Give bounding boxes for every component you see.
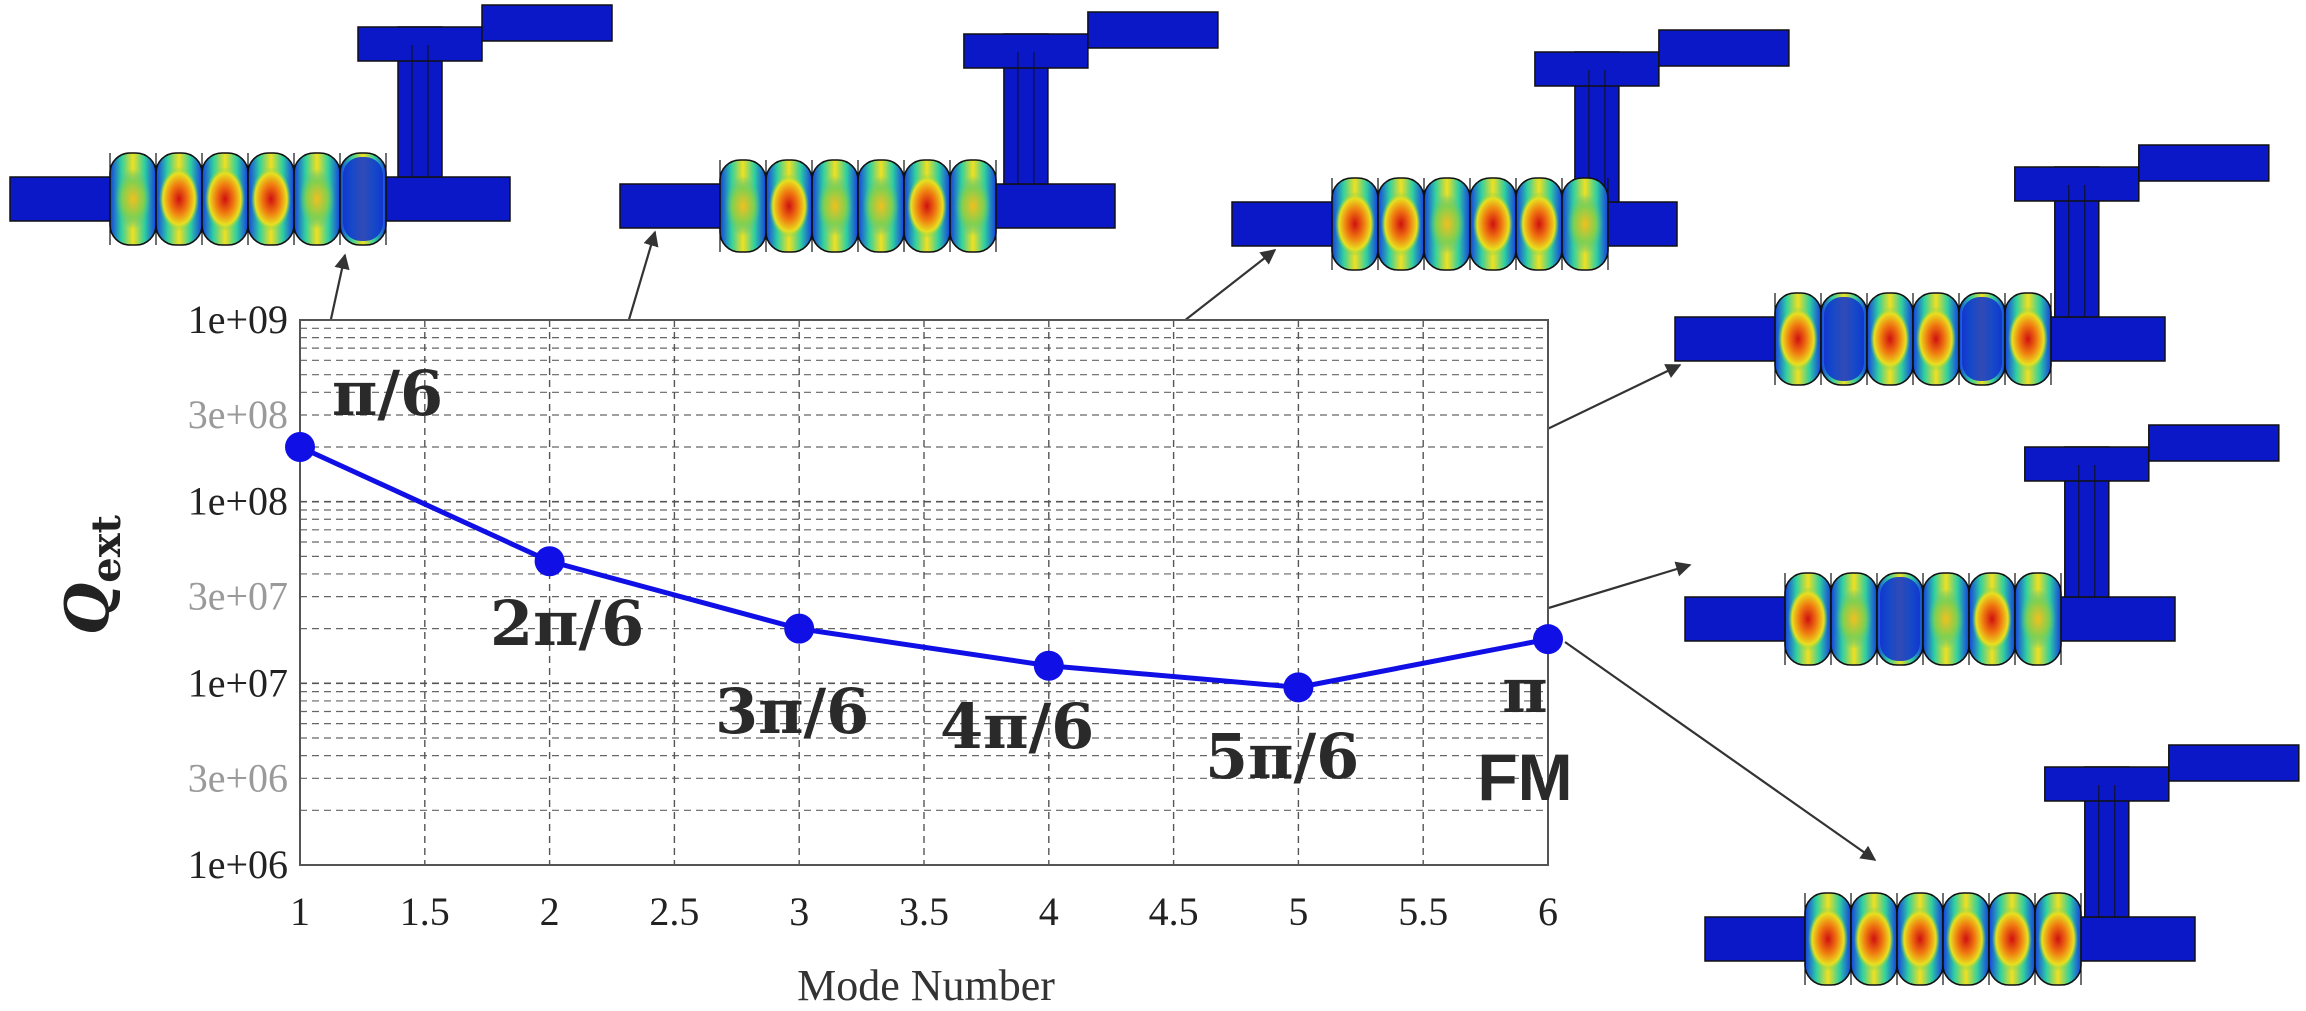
x-tick-label: 4 [1039, 889, 1059, 934]
x-tick-labels: 1 1.5 2 2.5 3 3.5 4 4.5 5 5.5 6 [290, 889, 1558, 934]
x-tick-label: 2 [540, 889, 560, 934]
y-tick-label: 3e+06 [188, 755, 288, 800]
y-axis-label-group: Qext [53, 514, 130, 635]
cavity-field-image [1231, 29, 1790, 271]
cavity-field-image [9, 4, 613, 246]
x-tick-label: 6 [1538, 889, 1558, 934]
mode-label: π [1502, 654, 1547, 727]
mode-label: 4π/6 [940, 690, 1094, 763]
y-tick-label: 1e+09 [188, 297, 288, 342]
plot-background [300, 320, 1548, 865]
x-tick-label: 1 [290, 889, 310, 934]
y-axis-label-subscript: ext [83, 514, 130, 582]
cavity-field-image [619, 11, 1219, 253]
y-tick-label: 1e+07 [188, 660, 288, 705]
svg-text:Qext: Qext [53, 514, 130, 635]
mode-label: 2π/6 [490, 587, 644, 660]
cavity-field-images [9, 4, 2300, 986]
data-point [1283, 672, 1314, 703]
x-tick-label: 1.5 [400, 889, 450, 934]
y-axis-label: Q [53, 583, 123, 635]
x-tick-label: 5 [1288, 889, 1308, 934]
data-point [784, 613, 815, 644]
data-point [285, 431, 315, 462]
y-tick-label: 3e+08 [188, 392, 288, 437]
plot-frame [299, 319, 1549, 866]
y-tick-label: 1e+06 [188, 842, 288, 887]
x-tick-label: 3 [789, 889, 809, 934]
mode-label: π/6 [332, 357, 443, 430]
y-tick-label: 1e+08 [188, 479, 288, 524]
cavity-field-image [1684, 424, 2280, 666]
series-line [298, 444, 1549, 690]
series-qext [285, 431, 1563, 703]
x-tick-label: 4.5 [1149, 889, 1199, 934]
cavity-field-image [1704, 744, 2300, 986]
mode-arrow [1564, 641, 1877, 861]
plot-area: 1 1.5 2 2.5 3 3.5 4 4.5 5 5.5 6 1e+09 3e+08 1e+08 3e+… [188, 297, 1573, 934]
data-point [1033, 650, 1064, 681]
x-tick-label: 3.5 [899, 889, 949, 934]
mode-annotations: π/6 2π/6 3π/6 4π/6 5π/6 π FM [332, 357, 1573, 814]
data-point [534, 546, 565, 577]
y-tick-label: 3e+07 [188, 574, 288, 619]
y-tick-labels: 1e+09 3e+08 1e+08 3e+07 1e+07 3e+06 1e+06 [188, 297, 288, 887]
mode-sublabel: FM [1477, 740, 1572, 814]
data-point [1533, 624, 1563, 655]
x-axis-label: Mode Number [797, 961, 1055, 1010]
mode-label: 5π/6 [1205, 720, 1359, 793]
x-tick-label: 2.5 [649, 889, 699, 934]
cavity-field-image [1674, 144, 2270, 386]
mode-label: 3π/6 [715, 675, 869, 748]
x-tick-label: 5.5 [1398, 889, 1448, 934]
